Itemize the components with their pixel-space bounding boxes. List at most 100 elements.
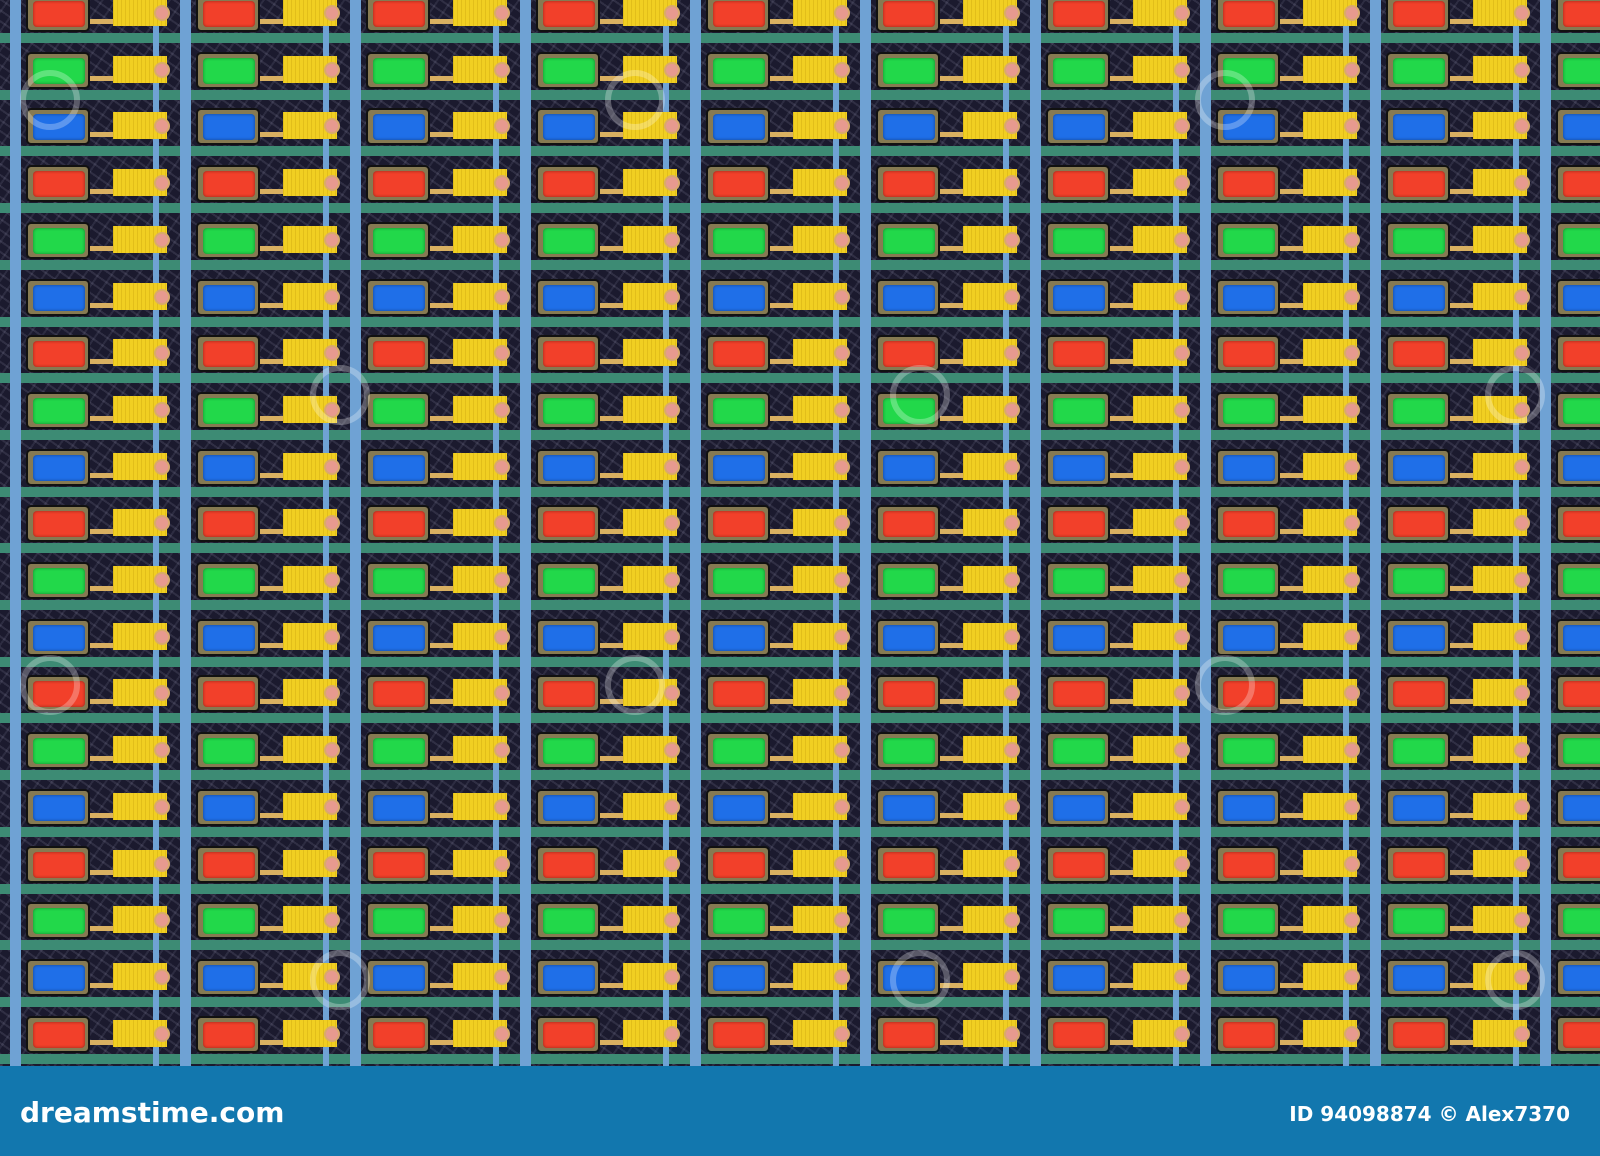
- lead-trace: [1110, 642, 1140, 648]
- data-line: [1540, 221, 1551, 286]
- image-credit: ID 94098874 © Alex7370: [1289, 1102, 1570, 1126]
- contact-via: [664, 401, 680, 418]
- subpixel-cell: [850, 0, 1020, 59]
- data-line-thin: [153, 0, 159, 59]
- gate-line: [1530, 770, 1600, 781]
- watermark-spiral-icon: [890, 950, 950, 1010]
- data-line: [1200, 278, 1211, 343]
- subpixel-cell: [0, 391, 170, 456]
- data-line: [1370, 902, 1381, 967]
- contact-via: [664, 742, 680, 759]
- subpixel-cell: [170, 221, 340, 286]
- data-line: [180, 562, 191, 626]
- electrode-pad: [1133, 792, 1187, 820]
- subpixel-cell: [680, 278, 850, 343]
- subpixel-red: [883, 681, 935, 708]
- subpixel-cell: [340, 335, 510, 400]
- gate-line: [170, 883, 340, 894]
- gate-line: [680, 486, 850, 497]
- subpixel-green: [1563, 908, 1600, 935]
- contact-via: [1004, 912, 1020, 929]
- contact-via: [494, 458, 510, 475]
- lead-trace: [1280, 1039, 1310, 1045]
- data-line-thin: [1513, 562, 1519, 626]
- data-line: [1030, 958, 1041, 1023]
- subpixel-blue: [373, 114, 425, 141]
- subpixel-cell: [1530, 335, 1600, 400]
- contact-via: [1344, 798, 1360, 815]
- subpixel-green: [883, 57, 935, 84]
- subpixel-cell: [1360, 902, 1530, 967]
- subpixel-cell: [0, 1015, 170, 1066]
- subpixel-cell: [170, 1015, 340, 1066]
- gate-line: [1360, 486, 1530, 497]
- subpixel-red: [1053, 1, 1105, 27]
- data-line: [1540, 391, 1551, 456]
- contact-via: [664, 685, 680, 702]
- lead-trace: [940, 302, 970, 308]
- data-line: [10, 1015, 21, 1066]
- data-line: [690, 165, 701, 230]
- subpixel-cell: [680, 1015, 850, 1066]
- subpixel-cell: [170, 788, 340, 853]
- electrode-pad: [1303, 1019, 1357, 1047]
- gate-line: [340, 373, 510, 384]
- subpixel-red: [1053, 171, 1105, 198]
- contact-via: [1344, 175, 1360, 192]
- subpixel-blue: [1223, 964, 1275, 991]
- data-line-thin: [493, 278, 499, 343]
- contact-via: [1004, 458, 1020, 475]
- subpixel-red: [1053, 1021, 1105, 1048]
- data-line-thin: [493, 618, 499, 683]
- subpixel-green: [1053, 397, 1105, 424]
- subpixel-cell: [0, 618, 170, 683]
- electrode-pad: [1473, 736, 1527, 764]
- lead-trace: [600, 812, 630, 818]
- data-line: [1370, 108, 1381, 173]
- data-line: [1030, 788, 1041, 853]
- gate-line: [510, 429, 680, 440]
- subpixel-blue: [543, 624, 595, 651]
- data-line: [1200, 448, 1211, 513]
- lead-trace: [1450, 812, 1480, 818]
- subpixel-cell: [1190, 902, 1360, 967]
- subpixel-blue: [1053, 794, 1105, 821]
- data-line-thin: [833, 51, 839, 116]
- contact-via: [324, 345, 340, 362]
- data-line-thin: [1173, 165, 1179, 230]
- data-line-thin: [493, 335, 499, 400]
- lead-trace: [600, 359, 630, 365]
- gate-line: [850, 600, 1020, 610]
- subpixel-red: [543, 1021, 595, 1048]
- electrode-pad: [963, 849, 1017, 877]
- subpixel-cell: [340, 278, 510, 343]
- subpixel-cell: [680, 788, 850, 853]
- data-line: [180, 108, 191, 173]
- subpixel-cell: [680, 958, 850, 1023]
- lead-trace: [940, 359, 970, 365]
- contact-via: [1344, 345, 1360, 362]
- gate-line: [1190, 429, 1360, 440]
- subpixel-cell: [680, 618, 850, 683]
- lead-trace: [260, 75, 290, 81]
- contact-via: [1174, 798, 1190, 815]
- data-line: [1200, 335, 1211, 400]
- gate-line: [1360, 1053, 1530, 1064]
- contact-via: [154, 288, 170, 305]
- subpixel-red: [543, 851, 595, 878]
- subpixel-blue: [1393, 284, 1445, 311]
- contact-via: [834, 231, 850, 248]
- subpixel-green: [1223, 568, 1275, 594]
- contact-via: [154, 1025, 170, 1042]
- data-line: [1370, 1015, 1381, 1066]
- lead-trace: [1450, 132, 1480, 138]
- lead-trace: [940, 189, 970, 195]
- watermark-spiral-icon: [310, 365, 370, 425]
- data-line: [520, 391, 531, 456]
- contact-via: [1174, 345, 1190, 362]
- lead-trace: [770, 245, 800, 251]
- contact-via: [494, 855, 510, 872]
- subpixel-cell: [1530, 562, 1600, 626]
- subpixel-blue: [33, 284, 85, 311]
- subpixel-cell: [0, 335, 170, 400]
